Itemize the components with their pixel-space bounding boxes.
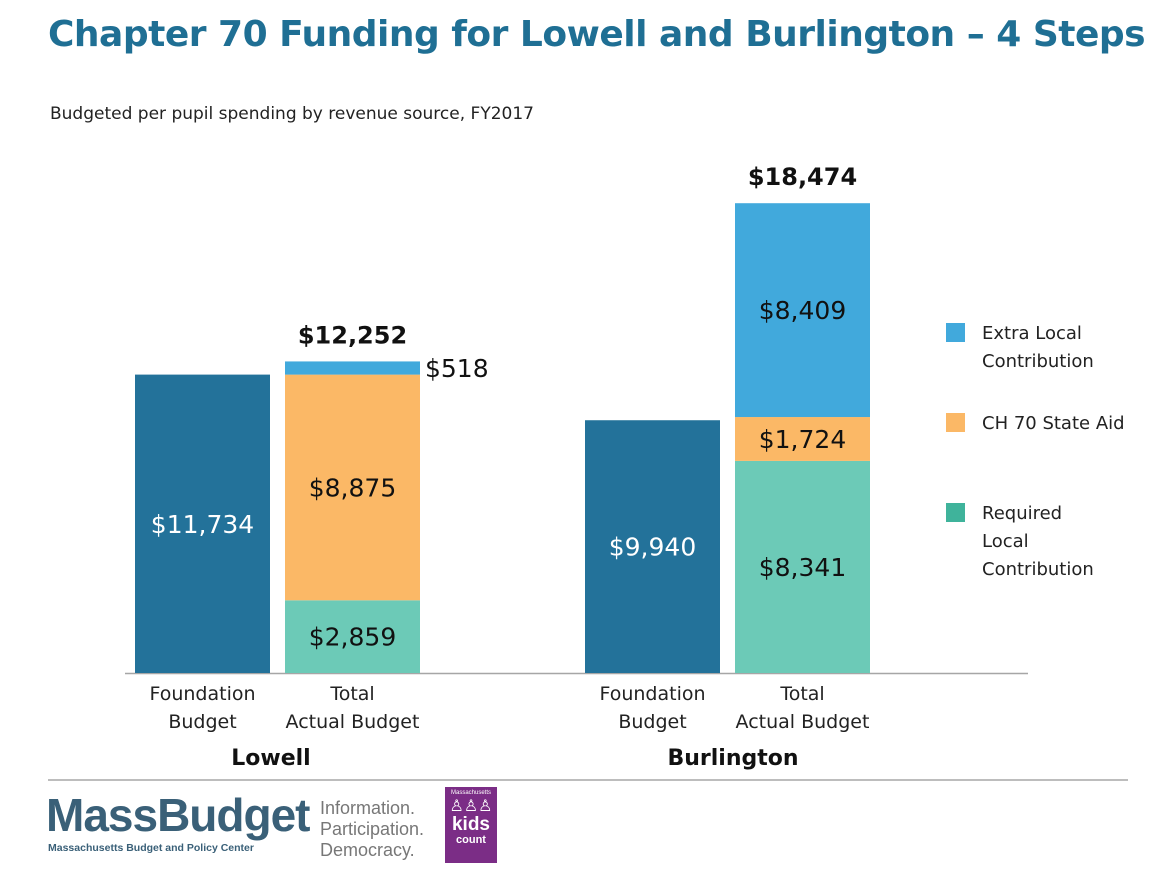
bar-segment-lowell-extra-local-contribution — [285, 361, 420, 375]
total-label: $18,474 — [748, 163, 857, 191]
legend-swatch-required-local — [946, 503, 965, 522]
x-tick-label: Actual Budget — [736, 711, 870, 733]
legend-swatch-ch70 — [946, 413, 965, 432]
x-tick-label: Foundation — [149, 683, 255, 705]
stacked-bar-chart: $11,734 Foundation Budget $2,859 $8,875 $518 $… — [125, 163, 1028, 771]
data-label: $1,724 — [759, 425, 846, 454]
bar-segment-lowell-foundation-budget — [135, 374, 270, 673]
legend-item-ch70: CH 70 State Aid — [946, 410, 1132, 438]
x-tick-label: Total — [779, 683, 824, 705]
data-label: $8,875 — [309, 473, 396, 502]
tagline-line: Participation. — [320, 819, 425, 839]
bar-segment-lowell-ch-70-state-aid — [285, 374, 420, 601]
group-label: Lowell — [231, 746, 310, 771]
page-title: Chapter 70 Funding for Lowell and Burlin… — [48, 14, 1146, 55]
kids-figures-icon: ♙♙♙ — [449, 798, 493, 815]
bar-segment-burlington-foundation-budget — [585, 420, 720, 673]
massbudget-logo-subtitle: Massachusetts Budget and Policy Center — [48, 842, 254, 854]
legend-label-required-local: Required Local Contribution — [982, 503, 1094, 580]
tagline: Information. Participation. Democracy. — [320, 798, 424, 861]
bar-segment-lowell-required-local-contribution — [285, 600, 420, 673]
kids-count-word: kids — [451, 814, 491, 835]
x-tick-label: Budget — [168, 711, 236, 733]
massbudget-logo: MassBudget — [46, 789, 310, 841]
total-label: $12,252 — [298, 321, 407, 349]
legend-swatch-extra-local — [946, 323, 965, 342]
group-label: Burlington — [667, 746, 798, 771]
legend-label-extra-local: Extra Local Contribution — [982, 323, 1094, 372]
chart-subtitle: Budgeted per pupil spending by revenue s… — [50, 104, 534, 124]
data-label: $11,734 — [151, 510, 254, 539]
legend-label-ch70: CH 70 State Aid — [982, 413, 1125, 434]
data-label: $9,940 — [609, 533, 696, 562]
bar-segment-burlington-required-local-contribution — [735, 460, 870, 673]
data-label: $518 — [425, 354, 489, 383]
kids-count-logo: Massachusetts ♙♙♙ kids count — [445, 787, 497, 863]
bar-segment-burlington-extra-local-contribution — [735, 203, 870, 418]
x-tick-label: Actual Budget — [286, 711, 420, 733]
data-label: $8,409 — [759, 296, 846, 325]
x-tick-label: Total — [329, 683, 374, 705]
legend-item-required-local: Required Local Contribution — [946, 500, 1107, 584]
footer-divider — [48, 779, 1128, 781]
legend-item-extra-local: Extra Local Contribution — [946, 320, 1132, 376]
kids-count-top: Massachusetts — [450, 790, 492, 796]
tagline-line: Democracy. — [320, 840, 415, 860]
kids-count-bottom: count — [456, 834, 486, 846]
bar-segment-burlington-ch-70-state-aid — [735, 417, 870, 461]
x-tick-label: Budget — [618, 711, 686, 733]
x-tick-label: Foundation — [599, 683, 705, 705]
data-label: $2,859 — [309, 623, 396, 652]
tagline-line: Information. — [320, 798, 416, 818]
data-label: $8,341 — [759, 553, 846, 582]
